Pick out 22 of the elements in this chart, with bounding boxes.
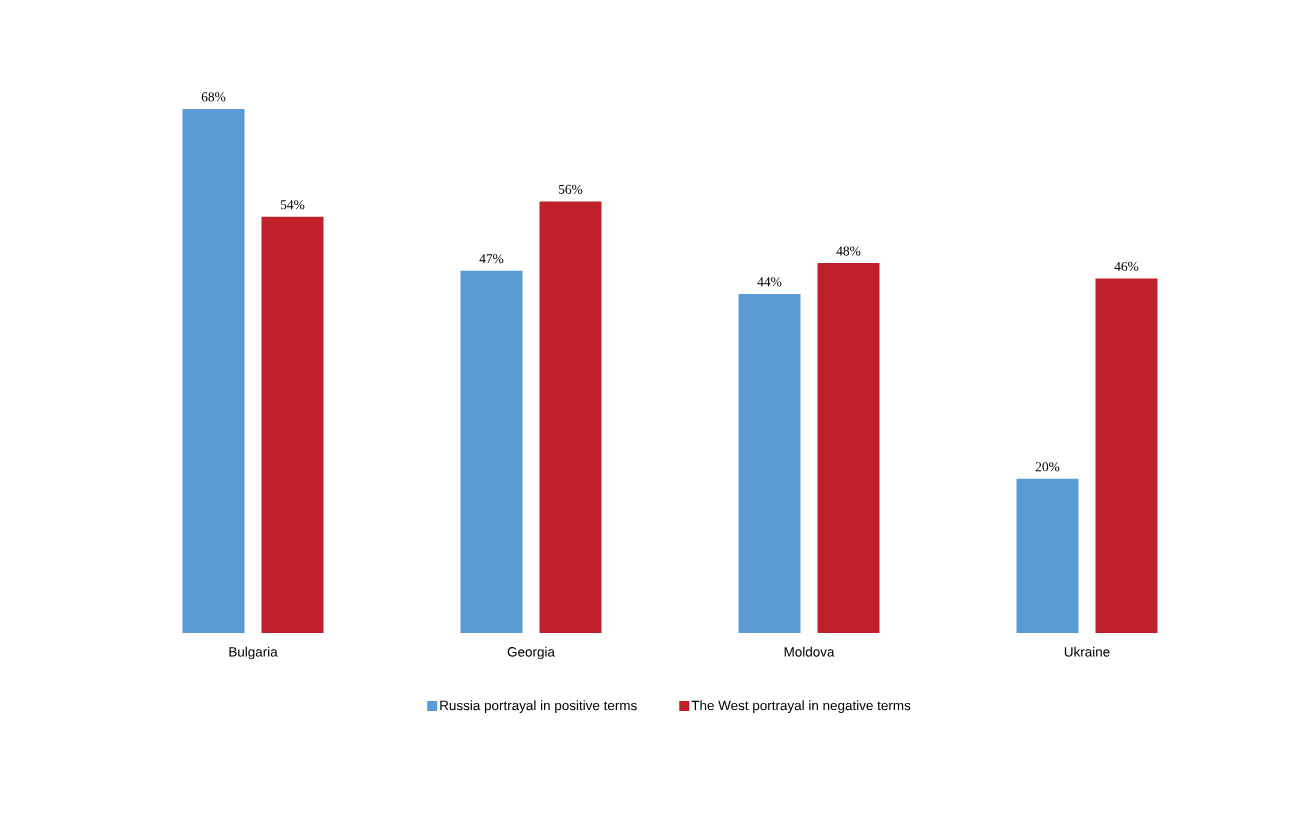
x-tick-label: Ukraine: [1064, 646, 1110, 657]
legend-label: The West portrayal in negative terms: [691, 700, 911, 713]
data-label: 48%: [836, 246, 861, 256]
bar: [738, 293, 801, 633]
bar: [539, 201, 602, 633]
data-label: 44%: [757, 277, 782, 287]
bar: [261, 216, 324, 633]
data-label: 47%: [479, 254, 504, 264]
data-label: 20%: [1035, 462, 1060, 472]
data-label: 68%: [201, 92, 226, 102]
data-label: 56%: [558, 184, 583, 194]
bar: [460, 270, 523, 633]
x-tick-label: Moldova: [784, 646, 835, 657]
bar: [182, 108, 245, 633]
data-label: 46%: [1114, 261, 1139, 271]
x-tick-label: Bulgaria: [229, 646, 278, 660]
data-label: 54%: [280, 200, 305, 210]
x-tick-label: Georgia: [507, 646, 555, 660]
bar: [1095, 278, 1158, 633]
bar: [817, 263, 880, 633]
legend-label: Russia portrayal in positive terms: [440, 700, 637, 713]
bar: [1016, 478, 1079, 633]
